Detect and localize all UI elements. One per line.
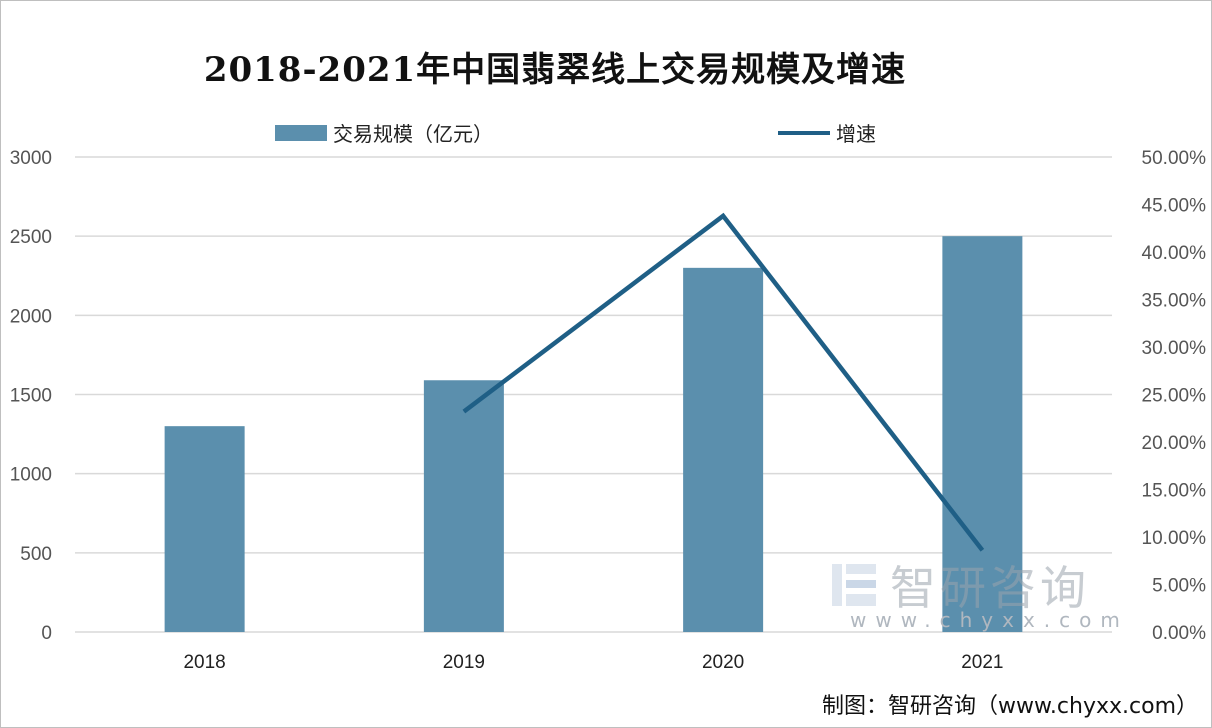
bar-2019 [423,380,504,632]
legend-line-label: 增速 [836,122,876,146]
y-left-tick-label: 3000 [10,148,52,169]
legend-bar-label: 交易规模（亿元） [333,122,493,146]
legend-item-line: 增速 [778,118,876,147]
y-left-tick-label: 1500 [10,386,52,407]
y-right-tick-label: 50.00% [1142,148,1207,169]
y-right-tick-label: 45.00% [1142,196,1207,217]
y-left-tick-label: 500 [20,544,52,565]
x-tick-label: 2019 [443,652,485,673]
legend-line-swatch [778,130,830,135]
x-tick-label: 2021 [961,652,1003,673]
bar-2020 [683,267,764,632]
x-tick-label: 2018 [183,652,225,673]
y-right-tick-label: 25.00% [1142,386,1207,407]
y-right-tick-label: 40.00% [1142,243,1207,264]
legend-bar-swatch [275,124,327,141]
x-tick-label: 2020 [702,652,744,673]
watermark-logo: 智研咨询 [830,552,1090,618]
bar-2021 [942,236,1023,632]
logo-icon [832,564,876,606]
source-note: 制图：智研咨询（www.chyxx.com） [821,694,1198,719]
y-right-tick-label: 30.00% [1142,338,1207,359]
y-left-tick-label: 1000 [10,465,52,486]
bar-2018 [164,426,245,632]
y-right-tick-label: 15.00% [1142,481,1207,502]
y-right-tick-label: 35.00% [1142,291,1207,312]
y-right-tick-label: 0.00% [1152,623,1206,644]
watermark-text: 智研咨询 [890,561,1090,615]
chart-title: 2018-2021年中国翡翠线上交易规模及增速 [203,50,907,90]
legend-item-bar: 交易规模（亿元） [275,118,493,147]
y-right-tick-label: 10.00% [1142,528,1207,549]
y-right-tick-label: 5.00% [1152,576,1206,597]
watermark-url: www.chyxx.com [850,608,1129,632]
y-left-tick-label: 2500 [10,227,52,248]
y-right-tick-label: 20.00% [1142,433,1207,454]
y-left-tick-label: 0 [41,623,52,644]
y-left-tick-label: 2000 [10,306,52,327]
